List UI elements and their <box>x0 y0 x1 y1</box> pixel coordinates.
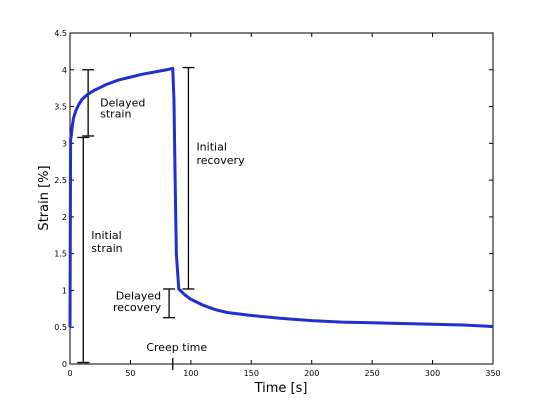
annotation-layer: DelayedstrainInitialstrainInitialrecover… <box>77 66 245 370</box>
annotation-label: Initial <box>196 141 226 154</box>
annotation-label: strain <box>91 242 122 255</box>
x-tick-label: 150 <box>244 369 259 378</box>
y-tick-label: 0.5 <box>54 323 67 332</box>
annotation-label: Delayed <box>116 289 161 302</box>
x-tick-label: 0 <box>67 369 72 378</box>
y-tick-label: 1 <box>62 286 67 295</box>
y-tick-label: 1.5 <box>54 250 67 259</box>
x-axis-title: Time [s] <box>254 381 308 396</box>
y-tick-label: 3.5 <box>54 103 67 112</box>
y-axis-title: Strain [%] <box>37 165 52 230</box>
x-tick-label: 200 <box>304 369 319 378</box>
x-tick-label: 250 <box>365 369 380 378</box>
plot-frame <box>69 32 494 365</box>
strain-series-line <box>68 66 494 328</box>
y-tick-label: 4.5 <box>54 29 67 38</box>
y-tick-label: 3 <box>62 139 67 148</box>
y-tick-label: 4 <box>62 66 67 75</box>
annotation-label: Creep time <box>146 341 207 354</box>
x-tick-label: 300 <box>425 369 440 378</box>
y-tick-label: 0 <box>62 360 67 369</box>
y-tick-label: 2.5 <box>54 176 67 185</box>
x-tick-label: 100 <box>183 369 198 378</box>
annotation-label: recovery <box>113 301 162 314</box>
annotation-label: Initial <box>91 229 121 242</box>
annotation-label: recovery <box>196 154 245 167</box>
x-tick-label: 350 <box>485 369 500 378</box>
annotation-label: strain <box>100 108 131 121</box>
annotation-label: Delayed <box>100 97 145 110</box>
y-tick-label: 2 <box>62 213 67 222</box>
x-tick-label: 50 <box>125 369 135 378</box>
